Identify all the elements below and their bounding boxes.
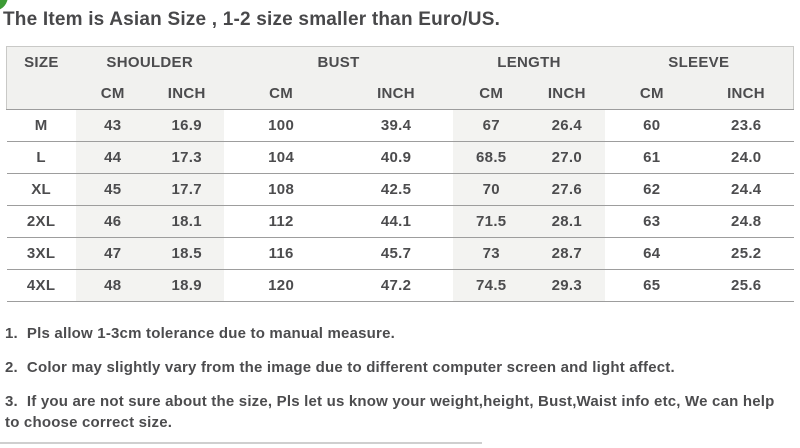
column-header-size: SIZE [5,46,76,110]
size-label: 3XL [6,237,76,270]
column-header-length: LENGTH [453,46,605,78]
measurement-cell: 104 [223,141,339,174]
measurement-cell: 24.8 [699,205,794,238]
measurement-cell: 67 [453,109,530,142]
note-text: Color may slightly vary from the image d… [26,359,675,376]
size-label: M [6,109,76,142]
measurement-cell: 120 [223,269,339,302]
measurement-cell: 18.9 [149,269,224,302]
unit-header-cm: CM [604,77,699,110]
table-row: 3XL 47 18.5 116 45.7 73 28.7 64 25.2 [6,237,794,270]
measurement-cell: 28.1 [529,205,605,238]
size-chart-body: M 43 16.9 100 39.4 67 26.4 60 23.6 L 44 17.3 104 40.9… [6,109,794,302]
unit-header-inch: INCH [529,77,605,110]
column-header-sleeve: SLEEVE [604,46,794,78]
size-chart-table: SIZE SHOULDER BUST LENGTH SLEEVE CM INCH… [5,46,794,302]
measurement-cell: 116 [223,237,339,270]
measurement-cell: 42.5 [338,173,454,206]
unit-header-cm: CM [223,77,339,110]
measurement-cell: 70 [453,173,530,206]
measurement-cell: 25.2 [699,237,794,270]
size-label: L [6,141,76,174]
size-chart-header: SIZE SHOULDER BUST LENGTH SLEEVE CM INCH… [5,46,794,110]
page-title: The Item is Asian Size , 1-2 size smalle… [3,9,501,30]
measurement-cell: 27.0 [529,141,605,174]
note-3: 3. If you are not sure about the size, Pl… [5,391,787,433]
column-header-bust: BUST [223,46,454,78]
note-1: 1. Pls allow 1-3cm tolerance due to manua… [5,323,787,344]
unit-header-inch: INCH [149,77,224,110]
green-corner-mark [0,0,8,10]
measurement-cell: 63 [604,205,699,238]
measurement-cell: 48 [75,269,150,302]
measurement-cell: 44.1 [338,205,454,238]
note-text: If you are not sure about the size, Pls … [5,393,775,431]
measurement-cell: 25.6 [699,269,794,302]
table-row: 4XL 48 18.9 120 47.2 74.5 29.3 65 25.6 [6,269,794,302]
measurement-cell: 28.7 [529,237,605,270]
measurement-cell: 46 [75,205,150,238]
note-number: 3. [5,393,18,410]
measurement-cell: 74.5 [453,269,530,302]
size-label: XL [6,173,76,206]
column-group-row: SIZE SHOULDER BUST LENGTH SLEEVE [5,46,794,110]
measurement-cell: 16.9 [149,109,224,142]
table-row: M 43 16.9 100 39.4 67 26.4 60 23.6 [6,109,794,142]
unit-header-cm: CM [453,77,530,110]
size-label: 4XL [6,269,76,302]
measurement-cell: 24.0 [699,141,794,174]
table-row: XL 45 17.7 108 42.5 70 27.6 62 24.4 [6,173,794,206]
measurement-cell: 40.9 [338,141,454,174]
measurement-cell: 100 [223,109,339,142]
column-header-shoulder: SHOULDER [75,46,224,78]
measurement-cell: 112 [223,205,339,238]
measurement-cell: 47 [75,237,150,270]
measurement-cell: 23.6 [699,109,794,142]
measurement-cell: 24.4 [699,173,794,206]
note-number: 2. [5,359,18,376]
measurement-cell: 17.7 [149,173,224,206]
measurement-cell: 44 [75,141,150,174]
measurement-cell: 26.4 [529,109,605,142]
measurement-cell: 68.5 [453,141,530,174]
unit-header-cm: CM [75,77,150,110]
measurement-cell: 45.7 [338,237,454,270]
measurement-cell: 62 [604,173,699,206]
table-row: 2XL 46 18.1 112 44.1 71.5 28.1 63 24.8 [6,205,794,238]
measurement-cell: 45 [75,173,150,206]
note-2: 2. Color may slightly vary from the image… [5,357,787,378]
measurement-cell: 18.1 [149,205,224,238]
measurement-cell: 17.3 [149,141,224,174]
measurement-cell: 73 [453,237,530,270]
measurement-cell: 65 [604,269,699,302]
measurement-cell: 39.4 [338,109,454,142]
size-label: 2XL [6,205,76,238]
measurement-cell: 43 [75,109,150,142]
measurement-cell: 47.2 [338,269,454,302]
bottom-divider-line [0,442,482,444]
measurement-cell: 18.5 [149,237,224,270]
measurement-cell: 61 [604,141,699,174]
unit-header-row: CM INCH CM INCH CM INCH CM INCH [7,77,794,110]
unit-header-inch: INCH [338,77,454,110]
measurement-cell: 64 [604,237,699,270]
note-text: Pls allow 1-3cm tolerance due to manual … [26,325,395,342]
unit-header-inch: INCH [699,77,794,110]
notes-section: 1. Pls allow 1-3cm tolerance due to manua… [5,323,787,433]
measurement-cell: 71.5 [453,205,530,238]
measurement-cell: 60 [604,109,699,142]
measurement-cell: 29.3 [529,269,605,302]
table-row: L 44 17.3 104 40.9 68.5 27.0 61 24.0 [6,141,794,174]
measurement-cell: 27.6 [529,173,605,206]
note-number: 1. [5,325,18,342]
measurement-cell: 108 [223,173,339,206]
